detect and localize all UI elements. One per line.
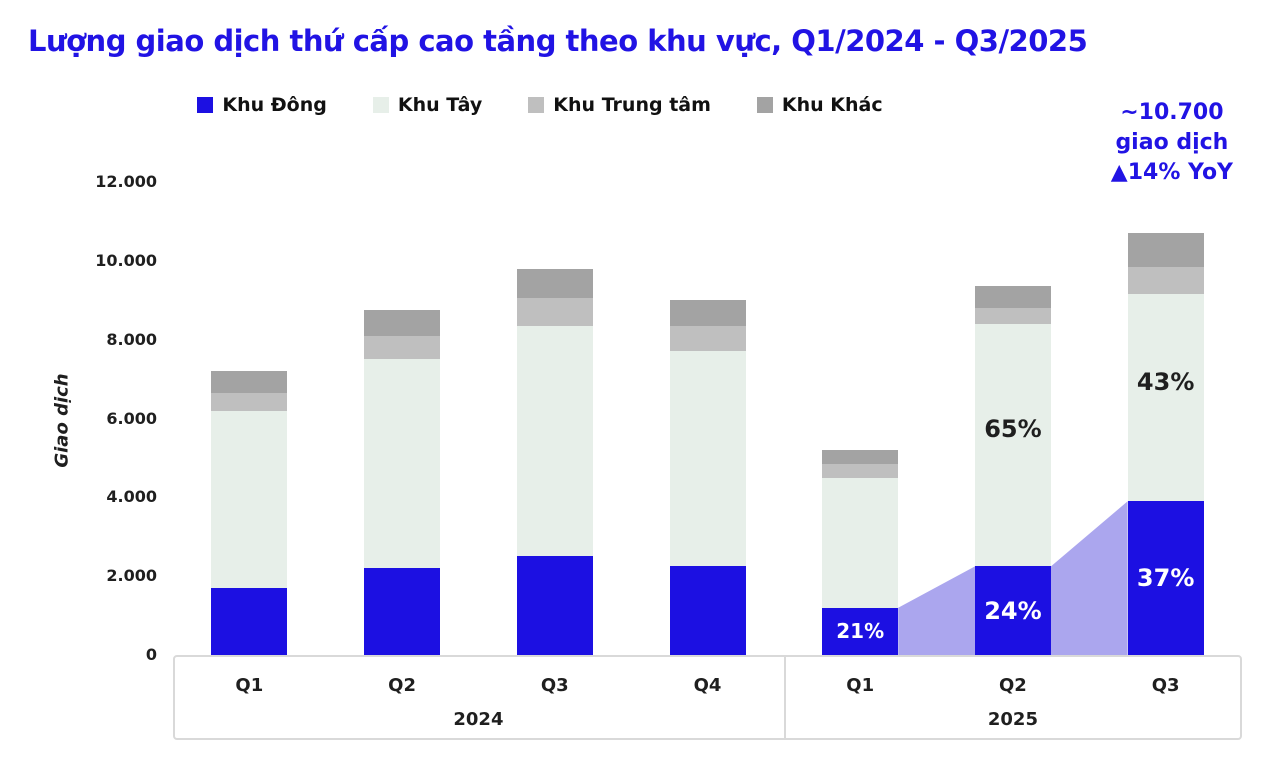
bar-segment-Q2/2025-Khu Trung tâm (974, 308, 1051, 324)
legend-item: Khu Đông (197, 94, 327, 116)
bar-segment-Q3/2024-Khu Trung tâm (516, 298, 593, 326)
x-tick-quarter-label: Q2 (999, 675, 1027, 696)
legend-item: Khu Khác (756, 94, 883, 116)
x-tick-quarter-label: Q2 (388, 675, 416, 696)
bar-segment-Q1/2024-Khu Trung tâm (211, 392, 288, 411)
bar-segment-Q2/2025-Khu Khác (974, 286, 1051, 309)
x-tick-quarter-label: Q4 (693, 675, 722, 696)
legend-swatch-icon (372, 97, 389, 113)
bar-segment-Q2/2024-Khu Đông (364, 568, 441, 655)
bar-percent-label: 24% (984, 596, 1042, 625)
x-tick-quarter-label: Q1 (846, 675, 875, 696)
x-tick-quarter-label: Q1 (235, 675, 264, 696)
bar-segment-Q3/2025-Khu Trung tâm (1127, 266, 1204, 295)
y-tick-label: 12.000 (95, 172, 157, 191)
bar-segment-Q1/2025-Khu Tây (822, 477, 899, 608)
bar-segment-Q4/2024-Khu Tây (669, 351, 746, 567)
bar-percent-label: 37% (1136, 564, 1195, 593)
kpi-total: ~10.700 (1120, 100, 1224, 125)
x-tick-quarter-label: Q3 (1151, 675, 1180, 696)
legend-label: Khu Tây (397, 94, 483, 116)
bar-segment-Q3/2024-Khu Tây (516, 325, 593, 557)
x-axis-year-label: 2025 (987, 709, 1038, 730)
y-tick-label: 0 (145, 645, 157, 664)
bar-segment-Q1/2024-Khu Đông (211, 587, 288, 655)
bar-segment-Q4/2024-Khu Khác (669, 300, 746, 326)
legend-label: Khu Trung tâm (553, 94, 711, 116)
legend-swatch-icon (528, 97, 545, 113)
legend: Khu Đông Khu Tây Khu Trung tâm Khu Khác (0, 94, 1080, 116)
bar-segment-Q2/2025-Khu Tây (974, 323, 1051, 567)
y-tick-label: 2.000 (106, 566, 157, 586)
legend-swatch-icon (197, 97, 214, 113)
bar-segment-Q4/2024-Khu Trung tâm (669, 325, 746, 352)
x-axis-box (173, 655, 1242, 740)
y-tick-label: 8.000 (106, 329, 157, 349)
bar-segment-Q1/2025-Khu Trung tâm (822, 463, 899, 478)
bar-percent-label: 43% (1136, 367, 1195, 396)
legend-item: Khu Trung tâm (528, 94, 711, 116)
chart-title: Lượng giao dịch thứ cấp cao tầng theo kh… (28, 24, 1088, 58)
x-axis-year-label: 2024 (453, 709, 504, 730)
bar-segment-Q1/2025-Khu Đông (822, 607, 899, 655)
bar-segment-Q3/2024-Khu Khác (516, 268, 593, 299)
bar-percent-label: 65% (984, 415, 1042, 444)
bar-segment-Q1/2024-Khu Tây (211, 410, 288, 588)
bar-segment-Q2/2025-Khu Đông (974, 566, 1051, 655)
y-tick-label: 10.000 (95, 250, 157, 270)
legend-label: Khu Đông (222, 94, 327, 116)
kpi-unit: giao dịch (1115, 130, 1229, 155)
legend-swatch-icon (756, 97, 773, 113)
bar-segment-Q2/2024-Khu Khác (364, 310, 441, 336)
bar-segment-Q3/2025-Khu Đông (1127, 501, 1204, 655)
bar-segment-Q1/2025-Khu Khác (822, 450, 899, 464)
y-tick-label: 6.000 (106, 408, 157, 428)
bar-segment-Q3/2025-Khu Khác (1127, 233, 1204, 267)
bar-segment-Q1/2024-Khu Khác (211, 371, 288, 393)
y-tick-label: 4.000 (106, 487, 157, 507)
kpi-yoy: ▲14% YoY (1110, 160, 1233, 185)
bar-segment-Q2/2024-Khu Tây (364, 359, 441, 569)
legend-item: Khu Tây (372, 94, 483, 116)
x-tick-quarter-label: Q3 (540, 675, 569, 696)
bar-segment-Q3/2024-Khu Đông (516, 556, 593, 655)
x-axis-group-divider (783, 655, 786, 740)
legend-label: Khu Khác (781, 94, 883, 116)
bar-segment-Q3/2025-Khu Tây (1127, 294, 1204, 502)
bar-segment-Q4/2024-Khu Đông (669, 566, 746, 655)
kpi-annotation: ~10.700 giao dịch ▲14% YoY (1111, 98, 1233, 188)
bar-segment-Q2/2024-Khu Trung tâm (364, 335, 441, 360)
bar-percent-label: 21% (836, 619, 885, 644)
